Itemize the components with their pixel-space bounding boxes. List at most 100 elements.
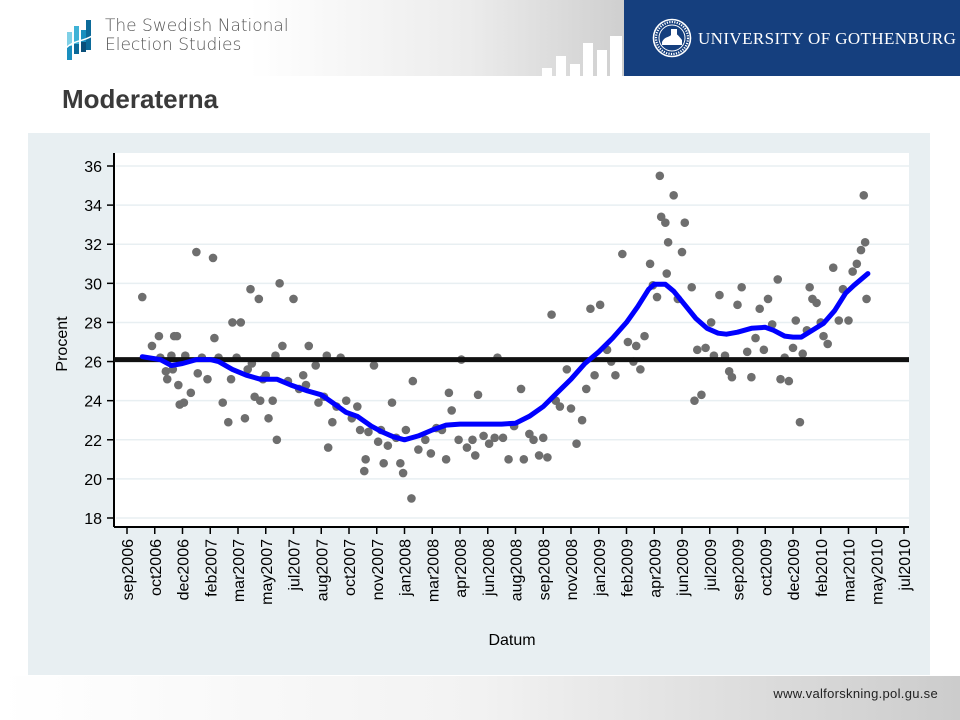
decorative-bars-icon: [542, 36, 622, 76]
y-tick-label: 32: [84, 237, 102, 254]
data-point: [490, 433, 499, 443]
data-point: [228, 318, 237, 327]
data-point: [690, 396, 699, 405]
data-point: [645, 259, 655, 269]
data-point: [426, 449, 436, 458]
data-point: [852, 259, 862, 269]
y-tick-label: 36: [84, 159, 102, 176]
data-point: [246, 284, 255, 294]
x-tick-label: feb2010: [814, 539, 831, 597]
data-point: [733, 300, 742, 310]
data-point: [314, 398, 323, 407]
data-point: [414, 445, 423, 454]
data-point: [172, 331, 182, 341]
data-point: [519, 455, 529, 464]
data-point: [618, 249, 627, 259]
organization-name-line2: Election Studies: [105, 35, 242, 55]
data-point: [454, 435, 463, 445]
x-tick-label: jul2010: [897, 539, 914, 592]
sne-logo-icon: [66, 20, 92, 60]
data-point: [236, 318, 246, 327]
data-point: [379, 458, 388, 468]
data-point: [727, 372, 737, 382]
x-tick-label: may2007: [259, 539, 276, 605]
x-tick-label: feb2009: [620, 539, 637, 597]
data-point: [543, 453, 552, 462]
y-tick-label: 22: [84, 433, 102, 450]
x-tick-label: jan2008: [398, 539, 415, 597]
data-point: [473, 390, 483, 400]
x-tick-label: mar2007: [231, 539, 248, 602]
data-point: [662, 269, 672, 278]
y-tick-label: 20: [84, 472, 102, 489]
data-point: [161, 367, 171, 376]
data-point: [791, 316, 801, 325]
data-point: [355, 425, 365, 435]
data-point: [341, 396, 351, 405]
x-tick-label: mar2008: [425, 539, 442, 602]
x-tick-label: dec2006: [176, 539, 193, 600]
data-point: [586, 304, 595, 314]
data-point: [623, 337, 633, 347]
data-point: [147, 341, 157, 351]
data-point: [706, 318, 716, 327]
data-point: [547, 310, 556, 319]
data-point: [529, 435, 538, 445]
data-point: [844, 316, 853, 325]
data-point: [373, 437, 383, 447]
data-point: [401, 425, 411, 435]
data-point: [538, 433, 548, 443]
x-tick-label: aug2007: [314, 539, 331, 601]
data-point: [856, 245, 866, 255]
trend-line-group: [139, 271, 871, 443]
data-point: [468, 435, 477, 445]
data-point: [504, 455, 513, 464]
data-point: [812, 298, 821, 308]
data-point: [226, 374, 236, 384]
data-point: [268, 396, 277, 405]
x-tick-label: sep2009: [731, 539, 748, 600]
x-tick-label: oct2006: [148, 539, 165, 596]
x-tick-label: aug2008: [509, 539, 526, 601]
x-axis-title: Datum: [488, 632, 535, 649]
data-point: [272, 435, 282, 445]
data-point: [788, 343, 798, 353]
data-point: [223, 417, 233, 427]
data-point: [304, 341, 314, 351]
data-point: [298, 370, 308, 380]
data-point: [687, 282, 697, 292]
data-point: [359, 466, 369, 476]
trend-line: [139, 271, 871, 443]
y-tick-label: 26: [84, 355, 102, 372]
data-point: [441, 455, 451, 464]
data-point: [408, 376, 418, 386]
data-point: [640, 331, 649, 341]
data-point: [823, 339, 832, 349]
data-point: [828, 263, 838, 272]
organization-name-line1: The Swedish National: [105, 16, 289, 36]
data-point: [747, 372, 756, 382]
data-point: [663, 237, 673, 247]
data-point: [773, 275, 783, 284]
y-tick-label: 18: [84, 511, 102, 528]
data-point: [396, 458, 405, 468]
x-axis: sep2006 oct2006 dec2006 feb2007 mar2007 may20…: [114, 526, 914, 605]
y-axis: 18 20 22 24 26 28 30 32 34 36: [84, 153, 115, 528]
footer-url: www.valforskning.pol.gu.se: [773, 686, 938, 701]
data-point: [210, 333, 219, 343]
data-point: [655, 171, 665, 181]
x-tick-label: apr2008: [453, 539, 470, 598]
data-point: [742, 347, 752, 357]
data-point: [759, 345, 769, 355]
data-point: [364, 427, 373, 437]
data-point: [834, 316, 844, 325]
data-point: [577, 415, 587, 425]
data-point: [470, 451, 480, 460]
data-point: [795, 417, 805, 427]
x-tick-label: jun2009: [675, 539, 692, 597]
x-tick-label: sep2008: [536, 539, 553, 600]
data-point: [798, 349, 808, 359]
data-point: [240, 413, 250, 423]
data-point: [255, 396, 265, 405]
